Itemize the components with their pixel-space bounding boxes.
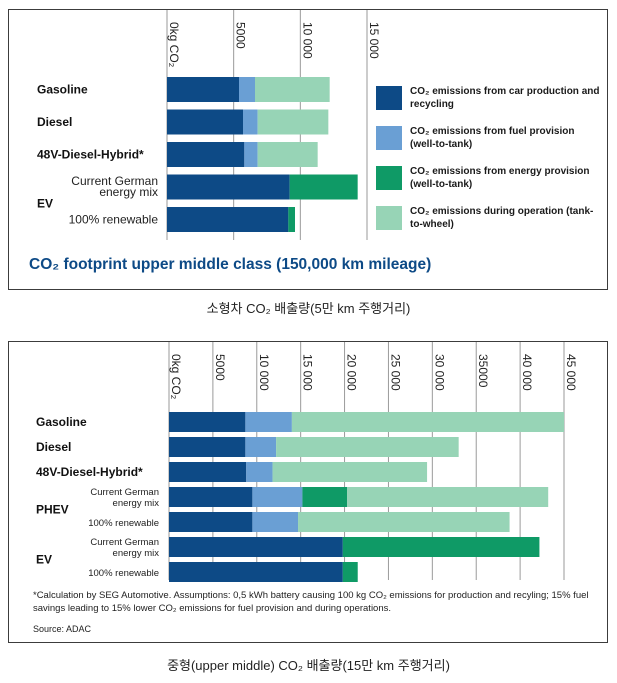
legend-swatch-energy-provision [376,166,402,190]
bar-phev-100-renewable-operation [298,512,510,532]
row-sublabel-phev-current-german-energy-mix-0: Current German [90,487,159,498]
chart-panel-small-car: 0kg CO₂ 5000 10 000 15 000 Gasoline Diesel 48V… [8,9,608,290]
bar-ev-current-german-energy-mix-energy-provision [342,537,540,557]
caption-upper-middle: 중형(upper middle) CO₂ 배출량(15만 km 주행거리) [167,658,450,673]
bar-diesel-car-production [167,109,243,135]
row-sublabel-ev-100-renewable-0: 100% renewable [88,568,159,579]
footnote: *Calculation by SEG Automotive. Assumpti… [33,590,589,614]
row-sublabel-ev-current-german-energy-mix-0: Current German [90,537,159,548]
bar-ev-100-renewable-energy-provision [342,562,358,582]
legend-label-energy-provision: CO₂ emissions from energy provision (wel… [410,166,590,190]
group-label-phev: PHEV [36,503,69,517]
bar-48v-diesel-hybrid-car-production [167,142,245,167]
tick-label-0: 0kg CO₂ [167,22,181,68]
legend-item-energy-provision: CO₂ emissions from energy provision (wel… [376,164,601,204]
group-label-diesel: Diesel [36,440,71,454]
bar-gasoline-fuel-provision [239,77,255,102]
bar-diesel-fuel-provision [245,437,277,457]
legend-item-car-production: CO₂ emissions from car production and re… [376,84,601,124]
chart-upper-middle-svg: 0kg CO₂ 5000 10 000 15 000 20 000 25 000 30 00… [36,342,578,582]
tick-label-3: 15 000 [301,354,315,391]
group-label-48v-diesel-hybrid: 48V-Diesel-Hybrid* [37,148,144,162]
bar-ev-current-german-energy-mix-energy-provision [289,174,358,200]
bar-ev-current-german-energy-mix-car-production [169,537,343,557]
bar-diesel-fuel-provision [243,109,258,135]
bar-phev-current-german-energy-mix-operation [347,487,549,507]
tick-label-5: 25 000 [388,354,402,391]
source-label: Source: ADAC [33,624,92,634]
tick-label-6: 30 000 [432,354,446,391]
legend-label-operation: CO₂ emissions during operation (tank-to-… [410,206,594,230]
row-sublabel-phev-current-german-energy-mix-1: energy mix [113,498,160,509]
bar-phev-100-renewable-fuel-provision [252,512,299,532]
bar-diesel-operation [276,437,459,457]
tick-label-1: 5000 [234,22,248,49]
caption-small-car: 소형차 CO₂ 배출량(5만 km 주행거리) [206,301,411,316]
tick-label-1: 5000 [213,354,227,381]
group-label-gasoline: Gasoline [36,415,87,429]
bar-ev-100-renewable-car-production [167,207,289,232]
bar-48v-diesel-hybrid-operation [272,462,428,482]
bar-ev-100-renewable-energy-provision [288,207,295,232]
bar-48v-diesel-hybrid-fuel-provision [246,462,273,482]
legend-swatch-car-production [376,86,402,110]
bar-phev-current-german-energy-mix-energy-provision [302,487,348,507]
group-label-ev: EV [36,553,52,567]
row-sublabel-phev-100-renewable-0: 100% renewable [88,518,159,529]
chart-title: CO₂ footprint upper middle class (150,00… [29,256,432,273]
bar-gasoline-operation [255,77,330,102]
group-label-diesel: Diesel [37,115,72,129]
legend: CO₂ emissions from car production and re… [376,84,601,244]
tick-label-0: 0kg CO₂ [169,354,183,400]
legend-swatch-fuel-provision [376,126,402,150]
chart-small-car-svg: 0kg CO₂ 5000 10 000 15 000 Gasoline Diesel 48V… [37,10,381,240]
group-label-ev: EV [37,196,53,210]
tick-label-9: 45 000 [564,354,578,391]
bar-phev-100-renewable-car-production [169,512,253,532]
legend-label-car-production: CO₂ emissions from car production and re… [410,86,600,110]
group-label-gasoline: Gasoline [37,83,88,97]
tick-label-2: 10 000 [257,354,271,391]
bar-gasoline-car-production [169,412,246,432]
tick-label-4: 20 000 [345,354,359,391]
bar-diesel-car-production [169,437,246,457]
legend-item-operation: CO₂ emissions during operation (tank-to-… [376,204,601,244]
row-sublabel-ev-current-german-energy-mix-1: energy mix [99,185,158,199]
tick-label-7: 35000 [476,354,490,388]
bar-gasoline-fuel-provision [245,412,292,432]
bar-diesel-operation [257,109,329,135]
bar-48v-diesel-hybrid-car-production [169,462,247,482]
tick-label-3: 15 000 [367,22,381,59]
tick-label-2: 10 000 [300,22,314,59]
legend-label-fuel-provision: CO₂ emissions from fuel provision (well-… [410,126,575,150]
bar-phev-current-german-energy-mix-fuel-provision [252,487,303,507]
chart-panel-upper-middle: 0kg CO₂ 5000 10 000 15 000 20 000 25 000 30 00… [8,341,608,643]
bar-gasoline-car-production [167,77,239,102]
bar-48v-diesel-hybrid-fuel-provision [244,142,258,167]
legend-item-fuel-provision: CO₂ emissions from fuel provision (well-… [376,124,601,164]
group-label-48v-diesel-hybrid: 48V-Diesel-Hybrid* [36,465,143,479]
bar-ev-100-renewable-car-production [169,562,343,582]
legend-swatch-operation [376,206,402,230]
bar-ev-current-german-energy-mix-car-production [167,174,290,200]
row-sublabel-ev-current-german-energy-mix-0: Current German [71,174,158,188]
bar-gasoline-operation [291,412,564,432]
tick-label-8: 40 000 [520,354,534,391]
row-sublabel-ev-current-german-energy-mix-1: energy mix [113,548,160,559]
bar-48v-diesel-hybrid-operation [257,142,318,167]
bar-phev-current-german-energy-mix-car-production [169,487,253,507]
row-sublabel-ev-100-renewable-0: 100% renewable [69,213,159,227]
